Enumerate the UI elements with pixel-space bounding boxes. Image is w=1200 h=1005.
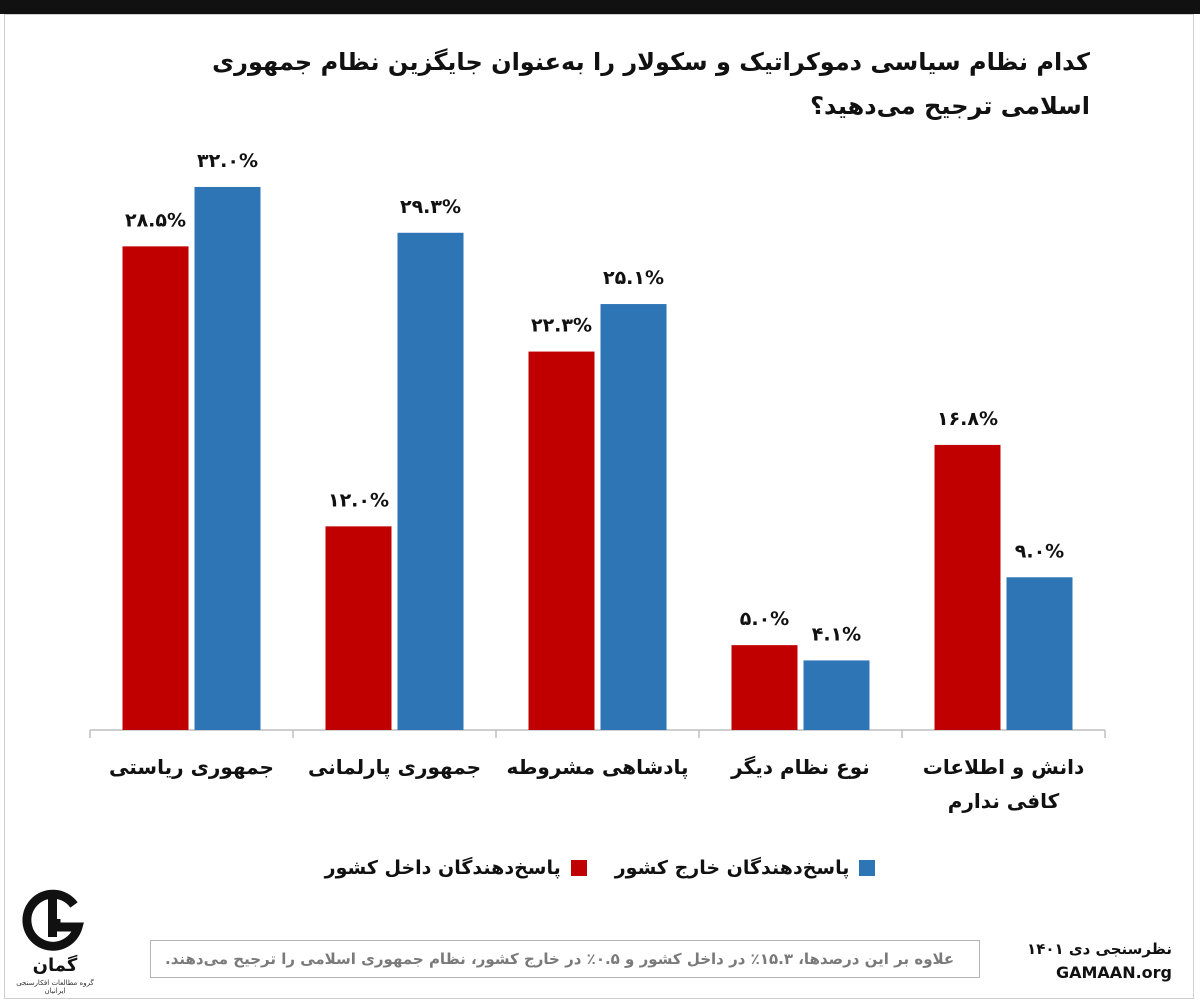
data-label-outside-1: ۲۹.۳%	[400, 196, 461, 218]
legend-item-inside: پاسخ‌دهندگان داخل کشور	[325, 857, 587, 879]
bar-outside-3	[803, 660, 870, 730]
data-label-inside-1: ۱۲.۰%	[328, 489, 389, 511]
legend-label-inside: پاسخ‌دهندگان داخل کشور	[324, 857, 561, 879]
gamaan-logo: گمان گروه مطالعات افکارسنجی ایرانیان	[12, 885, 98, 995]
top-bar	[0, 0, 1200, 14]
category-label-2: پادشاهی مشروطه	[506, 755, 688, 780]
logo-word: گمان	[32, 955, 78, 976]
legend: پاسخ‌دهندگان خارج کشور پاسخ‌دهندگان داخل…	[0, 848, 1200, 888]
data-label-inside-2: ۲۲.۳%	[531, 315, 592, 337]
legend-item-outside: پاسخ‌دهندگان خارج کشور	[615, 857, 876, 879]
bar-outside-2	[600, 304, 667, 730]
data-label-outside-4: ۹.۰%	[1015, 540, 1064, 562]
data-label-inside-0: ۲۸.۵%	[125, 209, 186, 231]
category-label-0: جمهوری ریاستی	[109, 755, 274, 779]
bar-inside-1	[325, 526, 392, 730]
category-label-4: کافی ندارم	[948, 789, 1060, 813]
source: نظرسنجی دی ۱۴۰۱ GAMAAN.org	[972, 938, 1172, 986]
legend-label-outside: پاسخ‌دهندگان خارج کشور	[614, 857, 850, 879]
category-label-3: نوع نظام دیگر	[730, 755, 870, 779]
category-label-4: دانش و اطلاعات	[923, 755, 1084, 779]
data-label-inside-3: ۵.۰%	[740, 608, 789, 630]
bar-inside-2	[528, 351, 595, 730]
bar-inside-3	[731, 645, 798, 730]
logo-subtitle: گروه مطالعات افکارسنجی ایرانیان	[16, 979, 94, 995]
logo-mark-icon	[22, 889, 84, 951]
footnote-box: علاوه بر این درصدها، ۱۵.۳٪ در داخل کشور …	[150, 940, 980, 978]
category-label-1: جمهوری پارلمانی	[308, 755, 481, 780]
data-label-inside-4: ۱۶.۸%	[937, 408, 998, 430]
bar-outside-1	[397, 232, 464, 731]
source-survey: نظرسنجی دی ۱۴۰۱	[1027, 940, 1172, 958]
chart-title: کدام نظام سیاسی دموکراتیک و سکولار را به…	[212, 48, 1090, 120]
data-label-outside-3: ۴.۱%	[812, 623, 861, 645]
data-label-outside-0: ۳۲.۰%	[197, 150, 258, 172]
source-website: GAMAAN.org	[1055, 963, 1172, 982]
legend-swatch-outside	[859, 860, 876, 876]
bar-outside-0	[194, 186, 261, 730]
bar-inside-4	[934, 444, 1001, 730]
data-label-outside-2: ۲۵.۱%	[603, 267, 664, 289]
bar-outside-4	[1006, 577, 1073, 730]
bar-inside-0	[122, 246, 189, 731]
footnote-text: علاوه بر این درصدها، ۱۵.۳٪ در داخل کشور …	[165, 950, 955, 968]
legend-swatch-inside	[570, 860, 587, 876]
